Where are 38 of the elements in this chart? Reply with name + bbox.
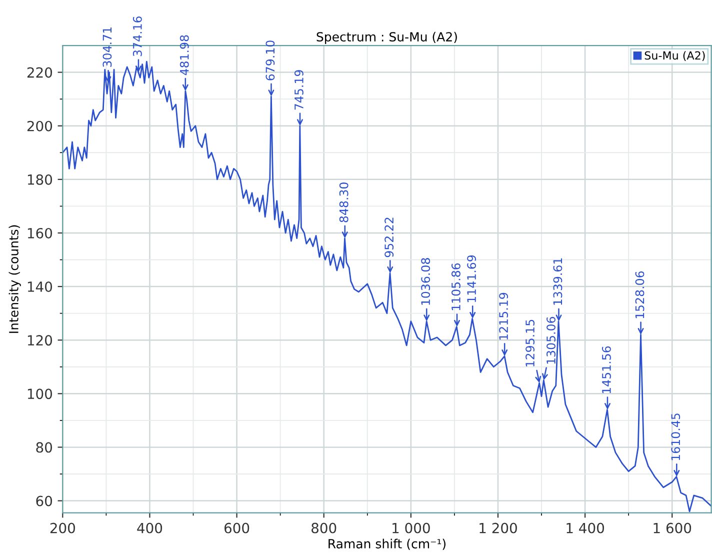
annotation: 1610.45 [671,414,680,460]
annotation: 745.19 [294,70,304,110]
annotation: 1105.86 [451,263,460,310]
annotation: 848.30 [339,182,348,222]
annotation: 1339.61 [553,258,562,305]
annotation: 481.98 [180,35,189,76]
y-tick-label: 100 [28,388,52,400]
annotation: 1528.06 [635,271,644,318]
annotation: 374.16 [132,16,142,56]
y-tick-label: 80 [36,442,52,453]
x-tick-label: 200 [50,522,75,534]
y-tick-label: 200 [27,120,52,132]
x-tick-label: 600 [224,522,250,534]
y-tick-label: 160 [28,228,52,238]
x-tick-label: 1 000 [392,522,430,534]
x-axis-title: Raman shift (cm⁻¹) [328,538,446,550]
y-tick-label: 220 [27,67,52,78]
x-tick-label: 1 400 [566,522,604,534]
y-tick-label: 120 [28,335,52,346]
y-tick-label: 180 [28,174,52,185]
chart-title: Spectrum : Su-Mu (A2) [316,32,457,44]
annotation: 952.22 [384,218,394,258]
x-tick-label: 1 600 [654,522,692,534]
annotation: 679.10 [266,40,275,80]
y-tick-label: 140 [28,282,52,292]
annotation: 1141.69 [467,255,476,302]
x-tick-label: 1 200 [480,522,517,534]
y-tick-label: 60 [36,496,52,506]
annotation: 1215.19 [499,292,508,340]
annotation: 304.71 [102,28,112,67]
legend-label: Su-Mu (A2) [644,51,705,61]
y-axis-title: Intensity (counts) [8,225,21,333]
annotation: 1036.08 [421,258,430,305]
x-tick-label: 400 [137,522,162,534]
annotation: 1295.15 [526,320,534,366]
annotation: 1451.56 [602,346,611,394]
x-tick-label: 800 [312,522,336,534]
annotation: 1305.06 [546,316,556,364]
